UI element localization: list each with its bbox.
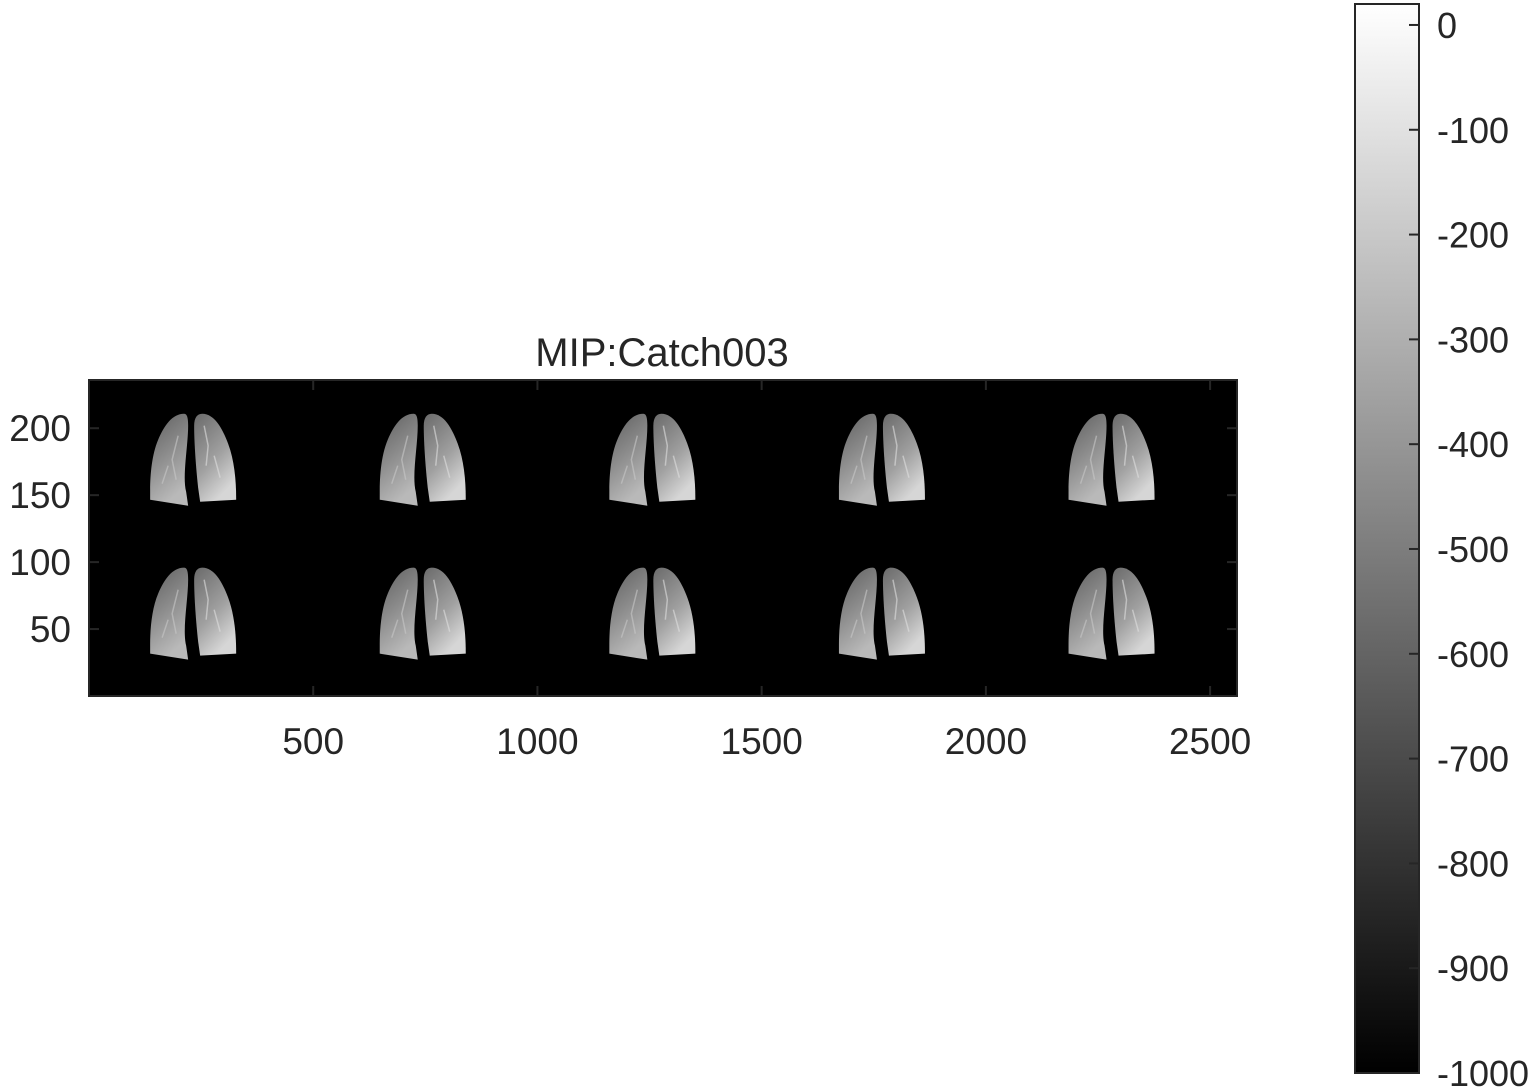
colorbar-tick-label: -700 [1437,739,1509,780]
vessel-streak [620,435,639,484]
plot-area: 500 1000 1500 2000 2500 50 100 150 200 [9,379,1251,762]
lung-panel [609,567,696,660]
colorbar: 0 -100 -200 -300 -400 -500 -600 -700 -800 -900 -10… [1354,3,1529,1091]
vessel-streak [391,435,409,484]
colorbar-tick-label: -200 [1437,215,1509,256]
lung-panel [150,413,237,506]
vessel-streak [391,589,409,638]
vessel-streak [1121,579,1140,632]
lung-panel [379,567,466,660]
vessel-streak [1079,589,1098,638]
colorbar-tick-label: -900 [1437,948,1509,989]
colorbar-tick-label: -1000 [1437,1053,1529,1091]
plot-frame [88,379,1238,697]
colorbar-tick-label: -300 [1437,319,1509,360]
colorbar-tick-label: 0 [1437,5,1457,46]
vessel-streak [433,579,451,632]
vessel-streak [1079,435,1098,484]
vessel-streak [1121,425,1140,478]
colorbar-tick-label: -500 [1437,529,1509,570]
lung-panel [609,413,696,506]
y-tick-label: 100 [9,542,71,583]
colorbar-tick-label: -800 [1437,843,1509,884]
vessel-streak [203,579,221,632]
vessel-streak [662,579,681,632]
vessel-streak [850,435,868,484]
y-tick-label: 200 [9,408,71,449]
lung-panel [150,567,237,660]
lung-panel [1068,567,1155,660]
lung-panels [150,413,1155,660]
chart-title: MIP:Catch003 [535,331,788,375]
vessel-streak [161,435,179,484]
vessel-streak [203,425,221,478]
lung-panel [1068,413,1155,506]
lung-panel [838,567,925,660]
vessel-streak [892,579,910,632]
colorbar-gradient [1354,3,1420,1074]
lung-panel [379,413,466,506]
colorbar-tick-label: -400 [1437,424,1509,465]
x-axis-ticks: 500 1000 1500 2000 2500 [282,380,1251,762]
colorbar-tick-label: -600 [1437,634,1509,675]
x-tick-label: 1000 [496,721,578,762]
vessel-streak [433,425,451,478]
colorbar-tick-label: -100 [1437,110,1509,151]
colorbar-ticks: 0 -100 -200 -300 -400 -500 -600 -700 -800 -900 -10… [1409,5,1529,1091]
vessel-streak [620,589,639,638]
lung-panel [838,413,925,506]
y-tick-label: 150 [9,475,71,516]
y-axis-ticks: 50 100 150 200 [9,408,1237,650]
x-tick-label: 500 [282,721,344,762]
vessel-streak [161,589,179,638]
x-tick-label: 1500 [721,721,803,762]
y-tick-label: 50 [30,609,71,650]
vessel-streak [850,589,868,638]
vessel-streak [892,425,910,478]
x-tick-label: 2500 [1169,721,1251,762]
x-tick-label: 2000 [945,721,1027,762]
vessel-streak [662,425,681,478]
